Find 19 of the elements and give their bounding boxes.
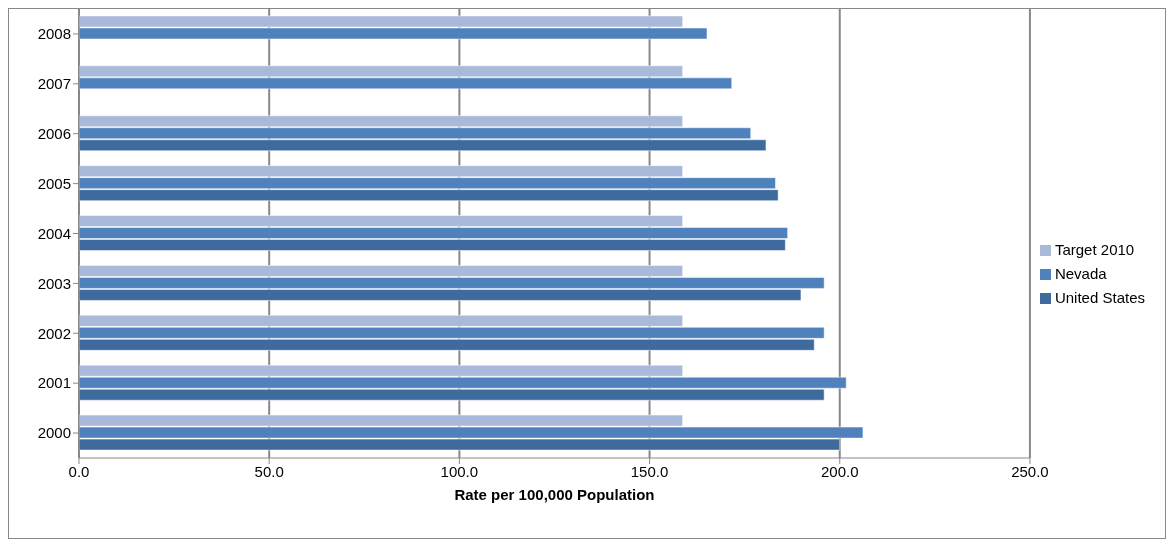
y-tick-label: 2007 <box>37 75 71 93</box>
x-tick-label: 100.0 <box>440 462 479 480</box>
x-tick-label: 250.0 <box>1011 462 1049 480</box>
y-tick-label: 2001 <box>37 374 71 392</box>
x-tick-label: 200.0 <box>820 462 859 480</box>
legend-label: Nevada <box>1054 264 1107 282</box>
x-tick-label: 0.0 <box>68 462 90 480</box>
y-tick-label: 2006 <box>37 125 71 143</box>
y-tick-label: 2008 <box>37 25 71 43</box>
y-tick-label: 2003 <box>37 274 71 292</box>
legend-label: United States <box>1054 288 1145 306</box>
y-tick-label: 2000 <box>37 424 71 442</box>
x-axis-title: Rate per 100,000 Population <box>454 486 655 503</box>
legend-label: Target 2010 <box>1054 240 1135 258</box>
x-tick-label: 150.0 <box>630 462 669 480</box>
y-tick-label: 2002 <box>37 324 71 342</box>
y-tick-label: 2005 <box>37 174 71 192</box>
x-tick-label: 50.0 <box>254 462 284 480</box>
y-tick-label: 2004 <box>37 224 71 242</box>
